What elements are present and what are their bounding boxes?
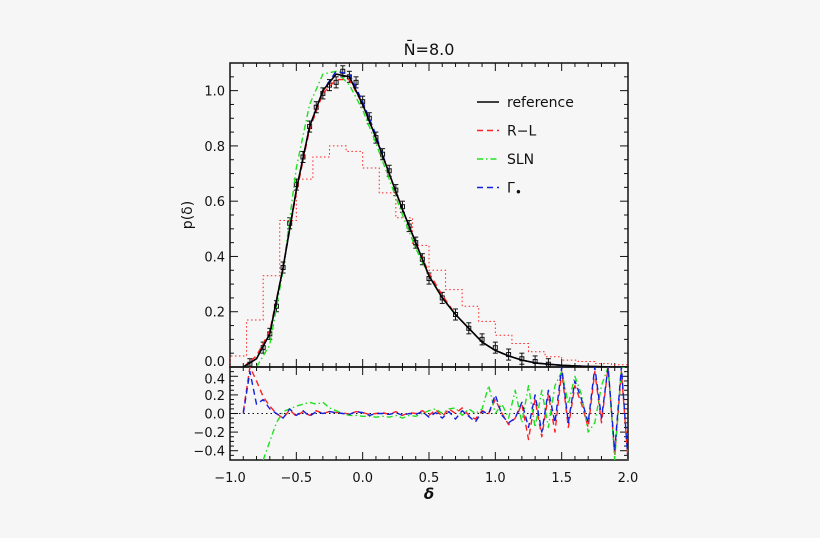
legend-item: reference <box>477 95 574 111</box>
legend-label: reference <box>507 95 574 111</box>
y-tick-label: 1.0 <box>204 85 225 100</box>
x-tick-label: −1.0 <box>214 471 246 486</box>
x-tick-label: 1.0 <box>485 471 506 486</box>
data-point <box>532 355 538 367</box>
data-point <box>479 333 485 346</box>
y-tick-label: 0.2 <box>204 306 225 321</box>
chart-title: N̄=8.0 <box>404 40 455 59</box>
legend-item: Γ• <box>477 181 522 200</box>
x-tick-label: −0.5 <box>281 471 313 486</box>
y-tick-label: 0.4 <box>204 372 225 387</box>
legend-label-text: reference <box>507 95 574 111</box>
x-tick-label: 0.5 <box>419 471 440 486</box>
main-panel: 0.0 0.2 0.4 0.6 0.8 1.0 <box>204 62 629 370</box>
legend-label: SLN <box>507 152 534 168</box>
legend-item: SLN <box>477 152 534 168</box>
x-tick-label: 1.5 <box>551 471 572 486</box>
point-marker <box>453 311 459 317</box>
legend-subscript: • <box>515 186 522 200</box>
series-line-gamma <box>242 367 628 460</box>
residual-panel: 0.4 0.2 0.0 −0.2 −0.4 −1.0 −0.5 0.0 0.5 1.0 1.5 2.0 <box>193 366 639 486</box>
y-tick-label: 0.4 <box>204 250 225 265</box>
histogram-rl <box>230 145 628 367</box>
point-marker <box>353 79 359 85</box>
y-tick-label: 0.0 <box>204 355 225 370</box>
point-marker <box>466 325 472 331</box>
x-tick-label: 2.0 <box>618 471 639 486</box>
x-axis-label: δ <box>424 485 434 503</box>
legend-label-text: R−L <box>507 124 536 140</box>
legend-label: R−L <box>507 124 536 140</box>
series-line-sln <box>262 367 628 460</box>
legend-label: Γ• <box>507 181 522 200</box>
y-tick-label: 0.0 <box>204 408 225 423</box>
y-tick-label: 0.8 <box>204 140 225 155</box>
plot-area <box>230 367 628 460</box>
x-tick-label: 0.0 <box>352 471 373 486</box>
legend-label-text: Γ <box>507 181 515 197</box>
y-tick-label: 0.2 <box>204 389 225 404</box>
series-line-reference <box>242 73 628 367</box>
y-tick-label: 0.6 <box>204 195 225 210</box>
y-axis-label: p(δ) <box>180 201 196 229</box>
legend-item: R−L <box>477 124 536 140</box>
y-tick-label: −0.2 <box>193 426 225 441</box>
plot-area <box>230 65 628 367</box>
legend: reference R−L SLN Γ• <box>477 95 574 200</box>
y-tick-label: −0.4 <box>193 445 225 460</box>
legend-label-text: SLN <box>507 152 534 168</box>
